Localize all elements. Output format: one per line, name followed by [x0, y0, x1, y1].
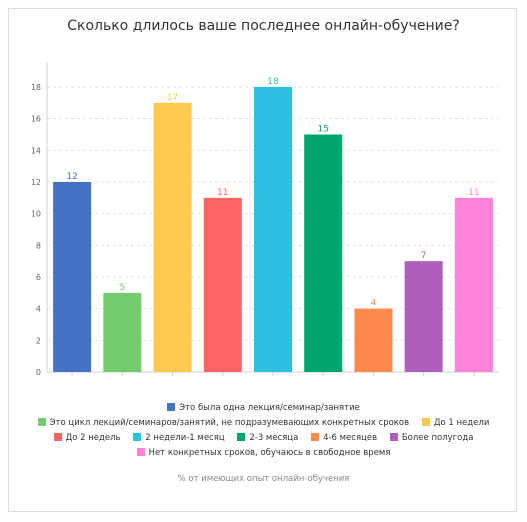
bar-4[interactable]	[203, 197, 242, 372]
y-tick-label: 0	[36, 368, 41, 377]
y-tick-label: 18	[31, 83, 41, 92]
legend-swatch-4	[53, 433, 62, 441]
legend: Это была одна лекция/семинар/занятие Это…	[20, 401, 507, 461]
legend-swatch-5	[133, 433, 142, 441]
data-label-9: 11	[468, 188, 479, 198]
y-tick-label: 10	[31, 210, 41, 219]
y-tick-label: 4	[36, 305, 41, 314]
data-label-7: 4	[371, 299, 377, 309]
data-label-1: 12	[66, 172, 77, 182]
bar-6[interactable]	[304, 134, 343, 373]
chart-note: % от имеющих опыт онлайн-обучения	[177, 474, 350, 484]
legend-swatch-8	[389, 433, 398, 441]
y-tick-label: 6	[36, 273, 41, 282]
y-tick-label: 14	[31, 146, 41, 155]
legend-row-4: Нет конкретных сроков, обучаюсь в свобод…	[20, 446, 507, 461]
bar-3[interactable]	[153, 102, 192, 372]
bar-9[interactable]	[454, 197, 493, 372]
chart-title: Сколько длилось ваше последнее онлайн-об…	[67, 18, 460, 34]
legend-item-6[interactable]: 2-3 месяца	[237, 431, 298, 446]
legend-row-2: Это цикл лекций/семинаров/занятий, не по…	[20, 416, 507, 431]
data-label-2: 5	[119, 283, 125, 293]
data-label-3: 17	[167, 93, 178, 103]
bar-8[interactable]	[404, 261, 443, 372]
legend-swatch-7	[311, 433, 320, 441]
data-label-4: 11	[217, 188, 228, 198]
legend-swatch-9	[136, 448, 145, 456]
y-tick-label: 8	[36, 241, 41, 250]
bar-7[interactable]	[354, 308, 393, 372]
legend-item-5[interactable]: 2 недели-1 месяц	[133, 431, 225, 446]
y-tick-label: 2	[36, 336, 41, 345]
legend-swatch-3	[421, 418, 430, 426]
legend-swatch-2	[37, 418, 46, 426]
legend-swatch-6	[237, 433, 246, 441]
legend-row-3: До 2 недель 2 недели-1 месяц 2-3 месяца …	[20, 431, 507, 446]
legend-item-4[interactable]: До 2 недель	[53, 431, 121, 446]
legend-swatch-1	[167, 403, 176, 411]
legend-row-1: Это была одна лекция/семинар/занятие	[20, 401, 507, 416]
data-label-8: 7	[421, 251, 427, 261]
data-label-5: 18	[267, 77, 279, 87]
bar-1[interactable]	[53, 182, 92, 372]
legend-item-7[interactable]: 4-6 месяцев	[311, 431, 377, 446]
data-label-6: 15	[317, 125, 328, 135]
bar-2[interactable]	[103, 292, 142, 372]
bar-chart: 0 2 4 6 8 10 12 14 16 18 12 5 17 11 18 15 4 7 11	[31, 62, 499, 377]
legend-item-2[interactable]: Это цикл лекций/семинаров/занятий, не по…	[37, 416, 409, 431]
y-tick-label: 16	[31, 115, 41, 124]
legend-item-8[interactable]: Более полугода	[389, 431, 473, 446]
legend-item-1[interactable]: Это была одна лекция/семинар/занятие	[167, 401, 360, 416]
bar-5[interactable]	[254, 87, 292, 372]
legend-item-3[interactable]: До 1 недели	[421, 416, 489, 431]
y-tick-label: 12	[31, 178, 41, 187]
legend-item-9[interactable]: Нет конкретных сроков, обучаюсь в свобод…	[136, 446, 390, 461]
